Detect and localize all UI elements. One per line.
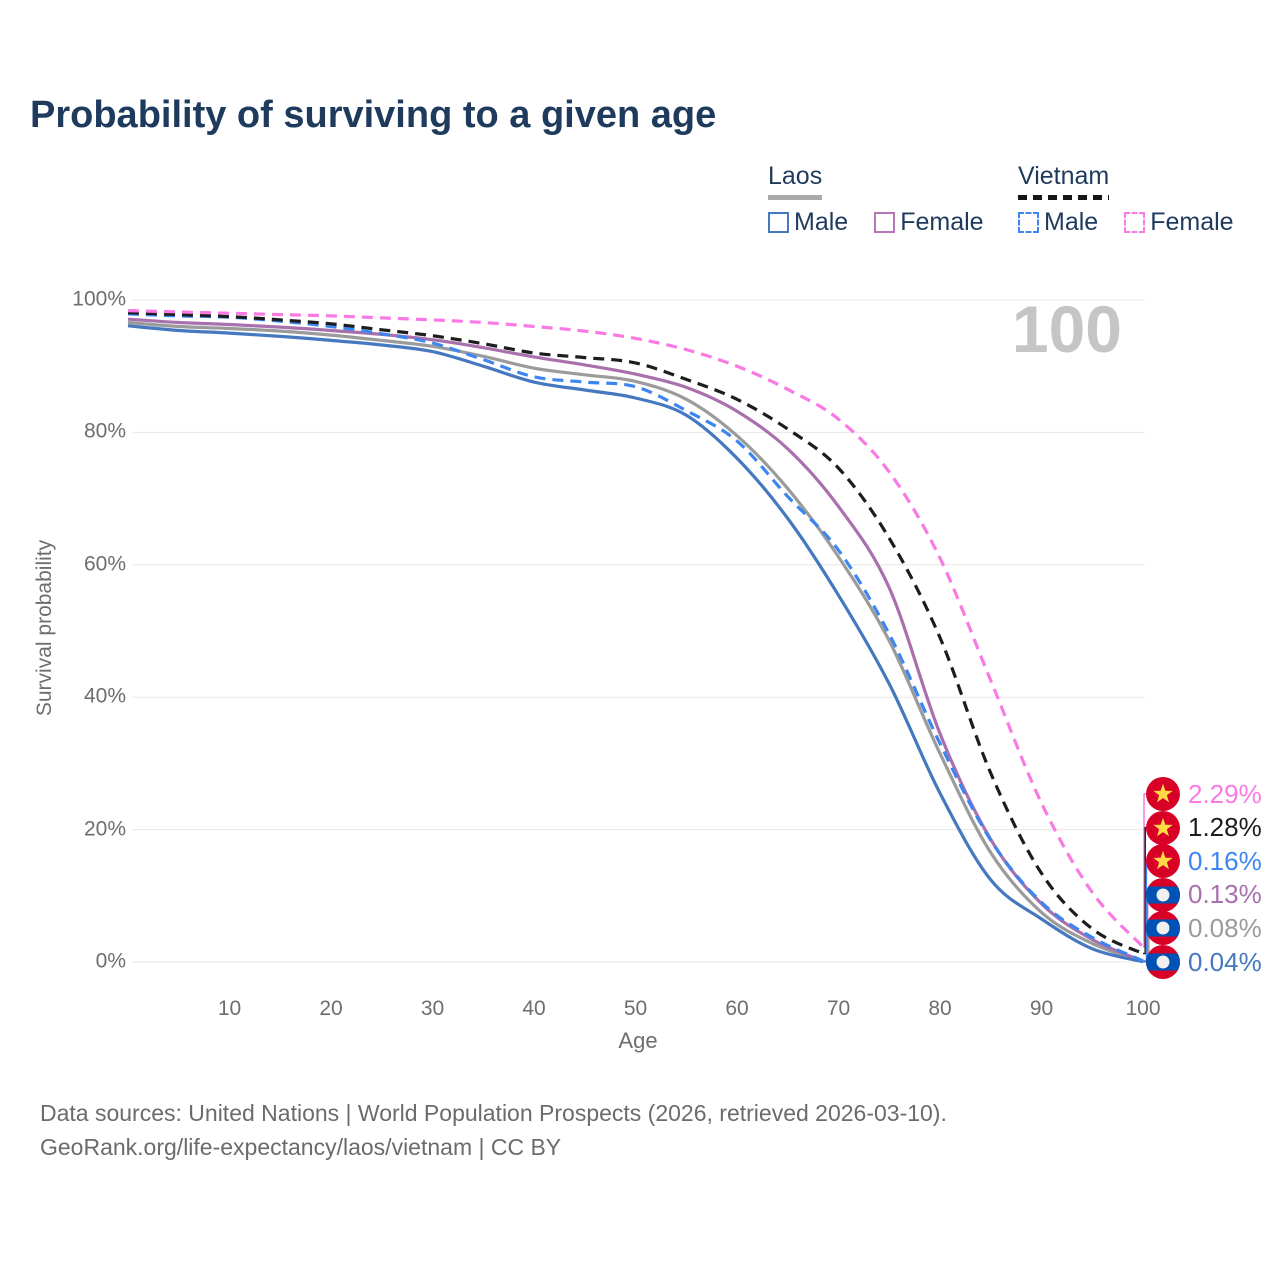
legend-item-laos_female[interactable]: Female (874, 208, 984, 237)
x-tick-label-20: 20 (319, 997, 343, 1020)
end-label-laos_male: 0.04% (1146, 945, 1262, 979)
legend-items-vietnam: Male Female (1018, 208, 1234, 237)
end-label-value: 0.08% (1188, 912, 1262, 943)
legend-item-laos_male[interactable]: Male (768, 208, 848, 237)
legend-item-vn_male[interactable]: Male (1018, 208, 1098, 237)
y-tick-label-0%: 0% (95, 949, 126, 973)
x-tick-label-80: 80 (928, 997, 952, 1020)
end-label-value: 0.13% (1188, 879, 1262, 910)
x-tick-label-40: 40 (522, 997, 546, 1020)
chart-title: Probability of surviving to a given age (30, 94, 717, 136)
legend-group-laos: Laos Male Female (768, 162, 984, 237)
legend-linestyle-sample-dashed (1018, 195, 1110, 200)
end-label-value: 0.04% (1188, 946, 1262, 977)
end-label-value: 2.29% (1188, 778, 1262, 809)
legend-swatch-laos_male (768, 212, 789, 233)
legend-swatch-vn_female (1124, 212, 1146, 233)
series-line-laos_male (127, 324, 1144, 964)
series-line-vn_female (127, 309, 1145, 948)
y-tick-label-20%: 20% (83, 817, 126, 841)
laos-flag-icon (1146, 945, 1180, 979)
end-label-vn_male: 0.16% (1146, 844, 1262, 879)
y-tick-label-80%: 80% (83, 419, 126, 443)
series-line-vn_male (127, 312, 1144, 963)
x-tick-label-70: 70 (826, 997, 851, 1020)
legend-item-label: Female (1150, 208, 1234, 236)
legend-linestyle-sample-solid (768, 195, 823, 200)
end-label-value: 1.28% (1188, 812, 1262, 843)
footer: Data sources: United Nations | World Pop… (40, 1096, 947, 1164)
legend-group-header-vietnam: Vietnam (1018, 162, 1110, 200)
laos-flag-icon (1146, 911, 1180, 946)
vietnam-flag-icon (1146, 844, 1180, 879)
laos-flag-icon (1146, 877, 1180, 912)
legend-item-vn_female[interactable]: Female (1124, 208, 1234, 237)
x-tick-label-10: 10 (217, 997, 242, 1020)
x-tick-label-90: 90 (1029, 997, 1054, 1020)
series-line-vn_both (127, 311, 1144, 955)
legend-swatch-vn_male (1018, 212, 1039, 233)
hovered-age-indicator: 100 (1011, 292, 1122, 366)
x-tick-label-50: 50 (623, 997, 648, 1020)
legend-items-laos: Male Female (768, 208, 984, 237)
x-tick-label-100: 100 (1125, 997, 1161, 1020)
y-tick-label-60%: 60% (83, 552, 126, 576)
x-axis-title: Age (618, 1028, 658, 1053)
legend-item-label: Female (900, 208, 984, 236)
legend-swatch-laos_female (874, 212, 896, 233)
legend-country-label: Laos (768, 162, 823, 190)
end-label-vn_both: 1.28% (1146, 810, 1262, 845)
series-line-laos_both (127, 320, 1144, 964)
x-tick-label-60: 60 (725, 997, 749, 1020)
vietnam-flag-icon (1146, 810, 1180, 845)
footer-attribution-link: GeoRank.org/life-expectancy/laos/vietnam… (40, 1134, 562, 1160)
legend-group-header-laos: Laos (768, 162, 823, 200)
end-label-value: 0.16% (1188, 845, 1262, 876)
footer-data-sources: Data sources: United Nations | World Pop… (40, 1100, 947, 1126)
y-tick-label-100%: 100% (72, 287, 126, 311)
legend-country-label: Vietnam (1018, 162, 1110, 190)
x-tick-label-30: 30 (420, 997, 445, 1020)
end-label-laos_both: 0.08% (1146, 911, 1262, 946)
end-label-vn_female: 2.29% (1146, 777, 1262, 811)
y-tick-label-40%: 40% (83, 684, 126, 708)
legend-item-label: Male (794, 208, 849, 236)
legend-item-label: Male (1044, 208, 1099, 236)
legend-group-vietnam: Vietnam Male Female (1018, 162, 1234, 237)
y-axis-title: Survival probability (33, 539, 56, 717)
vietnam-flag-icon (1146, 777, 1180, 811)
end-label-laos_female: 0.13% (1146, 877, 1262, 912)
